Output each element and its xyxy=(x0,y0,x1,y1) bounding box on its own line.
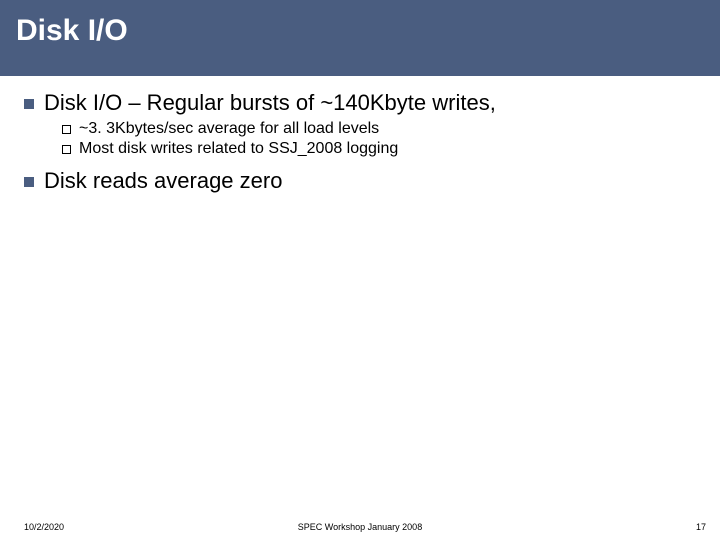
bullet-text: Disk reads average zero xyxy=(44,168,282,194)
footer-center: SPEC Workshop January 2008 xyxy=(0,522,720,532)
title-bar: Disk I/O xyxy=(0,0,720,76)
bullet-item: Disk I/O – Regular bursts of ~140Kbyte w… xyxy=(24,90,696,116)
hollow-square-bullet-icon xyxy=(62,125,71,134)
bullet-text: Disk I/O – Regular bursts of ~140Kbyte w… xyxy=(44,90,496,116)
footer-page-number: 17 xyxy=(696,522,706,532)
sub-bullet-item: Most disk writes related to SSJ_2008 log… xyxy=(62,140,696,158)
bullet-item: Disk reads average zero xyxy=(24,168,696,194)
spacer xyxy=(24,160,696,168)
square-bullet-icon xyxy=(24,177,34,187)
sub-bullet-text: Most disk writes related to SSJ_2008 log… xyxy=(79,140,398,158)
slide-title: Disk I/O xyxy=(16,14,704,48)
square-bullet-icon xyxy=(24,99,34,109)
slide: Disk I/O Disk I/O – Regular bursts of ~1… xyxy=(0,0,720,540)
sub-bullet-text: ~3. 3Kbytes/sec average for all load lev… xyxy=(79,120,379,138)
sub-bullet-item: ~3. 3Kbytes/sec average for all load lev… xyxy=(62,120,696,138)
hollow-square-bullet-icon xyxy=(62,145,71,154)
slide-content: Disk I/O – Regular bursts of ~140Kbyte w… xyxy=(0,76,720,540)
slide-footer: 10/2/2020 SPEC Workshop January 2008 17 xyxy=(0,516,720,532)
